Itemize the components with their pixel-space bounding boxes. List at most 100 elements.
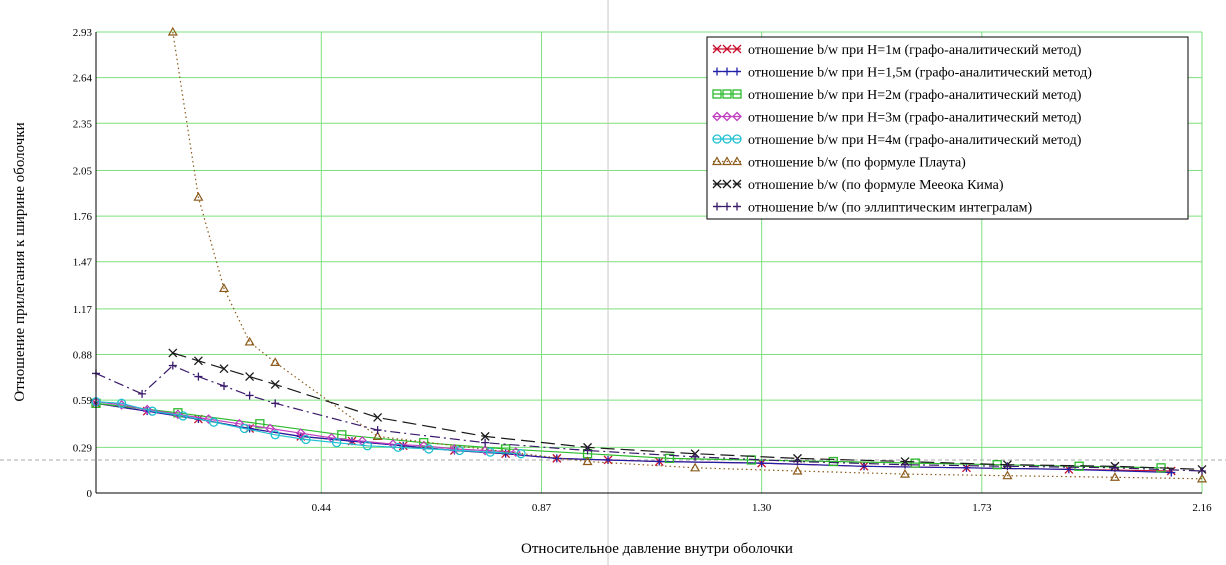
data-point-marker	[480, 431, 490, 441]
data-point-marker	[244, 336, 255, 346]
data-point-marker	[792, 465, 803, 475]
data-point-marker	[424, 444, 434, 454]
y-tick-label: 2.93	[73, 27, 93, 39]
data-point-marker	[147, 406, 157, 416]
data-point-marker	[388, 439, 398, 450]
data-point-marker	[194, 372, 203, 381]
data-point-marker	[255, 419, 265, 429]
x-axis-label: Относительное давление внутри оболочки	[521, 541, 793, 557]
data-point-marker	[301, 434, 311, 445]
data-point-marker	[239, 423, 250, 434]
data-point-marker	[245, 391, 254, 400]
x-tick-label: 2.16	[1192, 502, 1212, 514]
data-point-marker	[209, 417, 219, 427]
x-tick-label: 1.30	[752, 502, 772, 514]
legend-item: отношение b/w (по формуле Плаута)	[711, 156, 966, 171]
legend-marker	[731, 156, 743, 166]
data-point-marker	[372, 431, 383, 440]
data-point-marker	[295, 428, 306, 439]
data-point-marker	[220, 382, 229, 391]
data-point-marker	[373, 426, 382, 435]
legend-marker	[711, 156, 723, 166]
y-tick-label: 1.76	[73, 211, 93, 223]
legend-marker	[722, 44, 732, 54]
data-point-marker	[419, 438, 429, 448]
data-point-marker	[1110, 463, 1119, 472]
data-point-marker	[270, 357, 281, 367]
series-line	[95, 401, 516, 453]
series-2	[92, 399, 1176, 477]
data-point-marker	[362, 441, 373, 451]
data-point-marker	[270, 379, 280, 389]
data-point-marker	[583, 446, 592, 455]
legend-marker	[732, 89, 742, 99]
legend-item: отношение b/w при H=1м (графо-аналитичес…	[712, 43, 1082, 58]
data-point-marker	[910, 458, 920, 468]
y-tick-label: 0.59	[73, 395, 93, 407]
legend-marker	[712, 44, 722, 54]
legend-marker	[722, 89, 732, 99]
legend-label: отношение b/w при H=2м (графо-аналитичес…	[748, 88, 1082, 103]
x-tick-label: 0.44	[312, 502, 332, 514]
legend-label: отношение b/w (по эллиптическим интеграл…	[748, 201, 1033, 216]
legend-marker	[722, 111, 732, 122]
legend-label: отношение b/w при H=4м (графо-аналитичес…	[748, 133, 1082, 148]
x-tick-label: 0.87	[532, 502, 552, 514]
data-point-marker	[485, 447, 495, 457]
legend-marker	[712, 179, 722, 189]
legend-marker	[723, 202, 731, 211]
data-point-marker	[516, 449, 526, 459]
data-point-marker	[373, 413, 383, 422]
data-point-marker	[203, 414, 214, 424]
data-point-marker	[193, 356, 203, 366]
legend-marker	[722, 134, 732, 144]
data-point-marker	[332, 438, 342, 448]
legend: отношение b/w при H=1м (графо-аналитичес…	[706, 36, 1189, 220]
legend-item: отношение b/w при H=3м (графо-аналитичес…	[712, 111, 1082, 126]
legend-item: отношение b/w (по формуле Меeoка Кима)	[712, 178, 1004, 193]
legend-marker	[723, 67, 731, 76]
series-line	[95, 401, 522, 455]
data-point-marker	[962, 463, 971, 472]
legend-marker	[733, 67, 741, 76]
data-point-marker	[167, 26, 178, 36]
series-line	[95, 402, 1162, 469]
y-tick-label: 2.05	[73, 165, 93, 177]
x-tick-label: 1.73	[972, 502, 992, 514]
legend-marker	[721, 156, 733, 166]
tick-labels: 0.44 0.87 1.30 1.73 2.16 0 0.29 0.59 0.88 1.17 1.4…	[73, 27, 1212, 514]
data-point-marker	[245, 372, 255, 382]
data-point-marker	[1198, 466, 1206, 475]
legend-label: отношение b/w (по формуле Плаута)	[748, 156, 966, 171]
data-point-marker	[1064, 465, 1073, 474]
legend-box	[706, 36, 1189, 220]
data-point-marker	[1002, 470, 1013, 480]
data-point-marker	[265, 423, 276, 434]
data-point-marker	[168, 348, 178, 358]
data-point-marker	[552, 454, 561, 463]
data-point-marker	[173, 408, 183, 418]
data-point-marker	[399, 441, 408, 450]
data-point-marker	[690, 462, 701, 472]
legend-marker	[712, 111, 722, 122]
legend-marker	[732, 111, 742, 122]
legend-marker	[712, 89, 722, 99]
series-7	[168, 348, 1207, 474]
y-axis-label: Отношение прилегания к ширине оболочки	[12, 122, 28, 401]
y-tick-label: 1.17	[73, 304, 93, 316]
data-point-marker	[901, 460, 910, 469]
legend-marker	[713, 67, 721, 76]
data-point-marker	[193, 191, 204, 201]
series-6	[167, 26, 1208, 483]
data-point-marker	[168, 361, 177, 370]
data-point-marker	[582, 456, 593, 466]
data-point-marker	[899, 468, 911, 478]
legend-label: отношение b/w при H=1,5м (графо-аналитич…	[748, 66, 1092, 81]
legend-label: отношение b/w (по формуле Меeoка Кима)	[748, 178, 1004, 193]
data-point-marker	[1109, 472, 1120, 481]
data-point-marker	[1196, 473, 1208, 483]
axes	[95, 32, 1202, 494]
y-tick-label: 0.88	[73, 350, 93, 362]
data-point-marker	[219, 364, 229, 374]
